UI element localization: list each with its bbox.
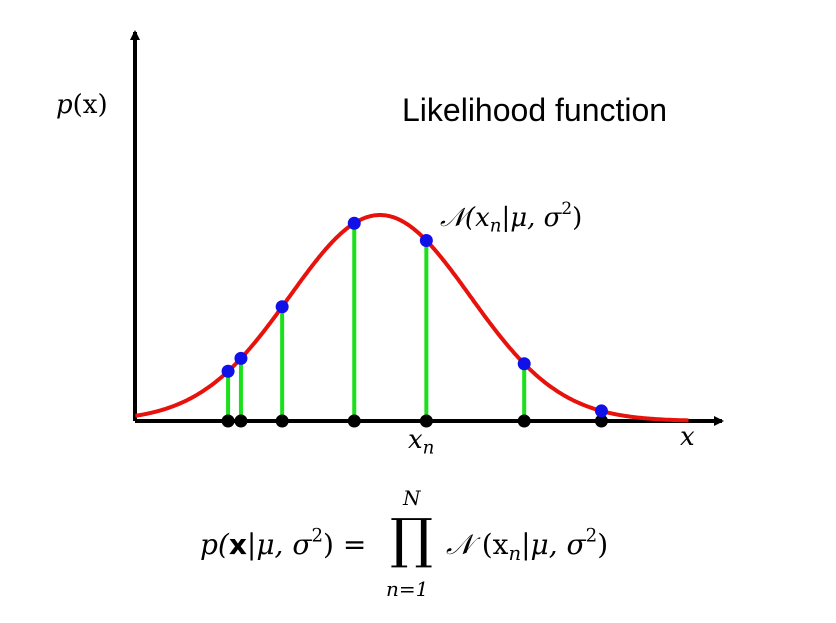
- likelihood-point-5: [419, 234, 433, 248]
- data-points: [221, 216, 608, 428]
- axis-sample-point-1: [221, 414, 235, 428]
- likelihood-point-1: [221, 364, 235, 378]
- axis-sample-point-4: [347, 414, 361, 428]
- formula-lhs: p(x|μ, σ2) =: [200, 525, 367, 561]
- axis-sample-point-3: [275, 414, 289, 428]
- gaussian-curve: [135, 213, 689, 423]
- xn-label: xn: [408, 425, 435, 459]
- slide-title: Likelihood function: [402, 92, 668, 128]
- axis-sample-point-5: [419, 414, 433, 428]
- y-axis-label: p(x): [56, 90, 108, 120]
- x-axis-label: x: [680, 422, 695, 452]
- likelihood-point-2: [234, 351, 248, 365]
- likelihood-point-3: [275, 300, 289, 314]
- axis-sample-point-2: [234, 414, 248, 428]
- likelihood-point-4: [347, 216, 361, 230]
- axis-sample-point-7: [594, 414, 608, 428]
- stems: [226, 223, 604, 421]
- product-symbol: ∏: [390, 507, 433, 570]
- likelihood-point-6: [517, 357, 531, 371]
- formula-rhs: 𝒩 (xn|μ, σ2): [446, 525, 609, 565]
- product-upper-limit: N: [403, 486, 421, 510]
- axis-sample-point-6: [517, 414, 531, 428]
- normal-density-label: 𝒩(xn|μ, σ2): [440, 198, 583, 237]
- product-lower-limit: n=1: [386, 577, 429, 601]
- likelihood-point-7: [594, 404, 608, 418]
